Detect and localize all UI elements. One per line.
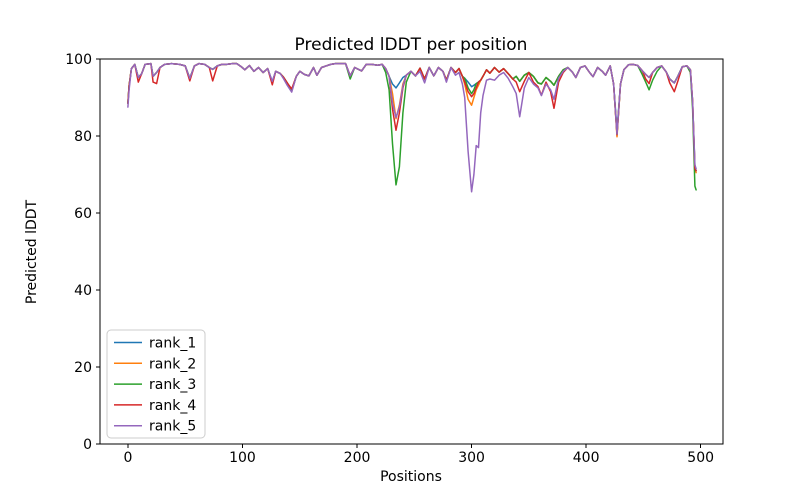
series-line-rank_3 (127, 62, 697, 191)
x-axis: 0 100 200 300 400 500 (123, 444, 714, 466)
legend-label-rank_1: rank_1 (149, 336, 196, 352)
x-tick-label: 100 (229, 450, 256, 466)
x-tick-label: 400 (573, 450, 600, 466)
x-tick-label: 500 (687, 450, 714, 466)
series-line-rank_5 (127, 62, 697, 193)
y-axis: 0 20 40 60 80 100 (65, 52, 100, 453)
legend: rank_1 rank_2 rank_3 rank_4 rank_5 (106, 329, 206, 439)
legend-label-rank_2: rank_2 (149, 356, 196, 372)
x-tick-label: 200 (344, 450, 371, 466)
legend-label-rank_4: rank_4 (149, 398, 196, 414)
x-tick-label: 0 (123, 450, 132, 466)
series-lines (127, 62, 697, 193)
axes-spines (99, 58, 724, 445)
y-tick-label: 80 (74, 129, 92, 145)
plot-area-border (99, 58, 724, 445)
series-line-rank_4 (127, 62, 697, 172)
legend-label-rank_3: rank_3 (149, 377, 196, 393)
y-tick-label: 60 (74, 206, 92, 222)
y-axis-label: Predicted lDDT (24, 199, 40, 304)
chart-title: Predicted lDDT per position (295, 35, 528, 55)
legend-label-rank_5: rank_5 (149, 419, 196, 435)
x-tick-label: 300 (458, 450, 485, 466)
y-tick-label: 100 (65, 52, 92, 68)
legend-box (106, 329, 206, 439)
y-tick-label: 40 (74, 283, 92, 299)
y-tick-label: 0 (83, 437, 92, 453)
y-tick-label: 20 (74, 360, 92, 376)
x-axis-label: Positions (380, 469, 442, 485)
